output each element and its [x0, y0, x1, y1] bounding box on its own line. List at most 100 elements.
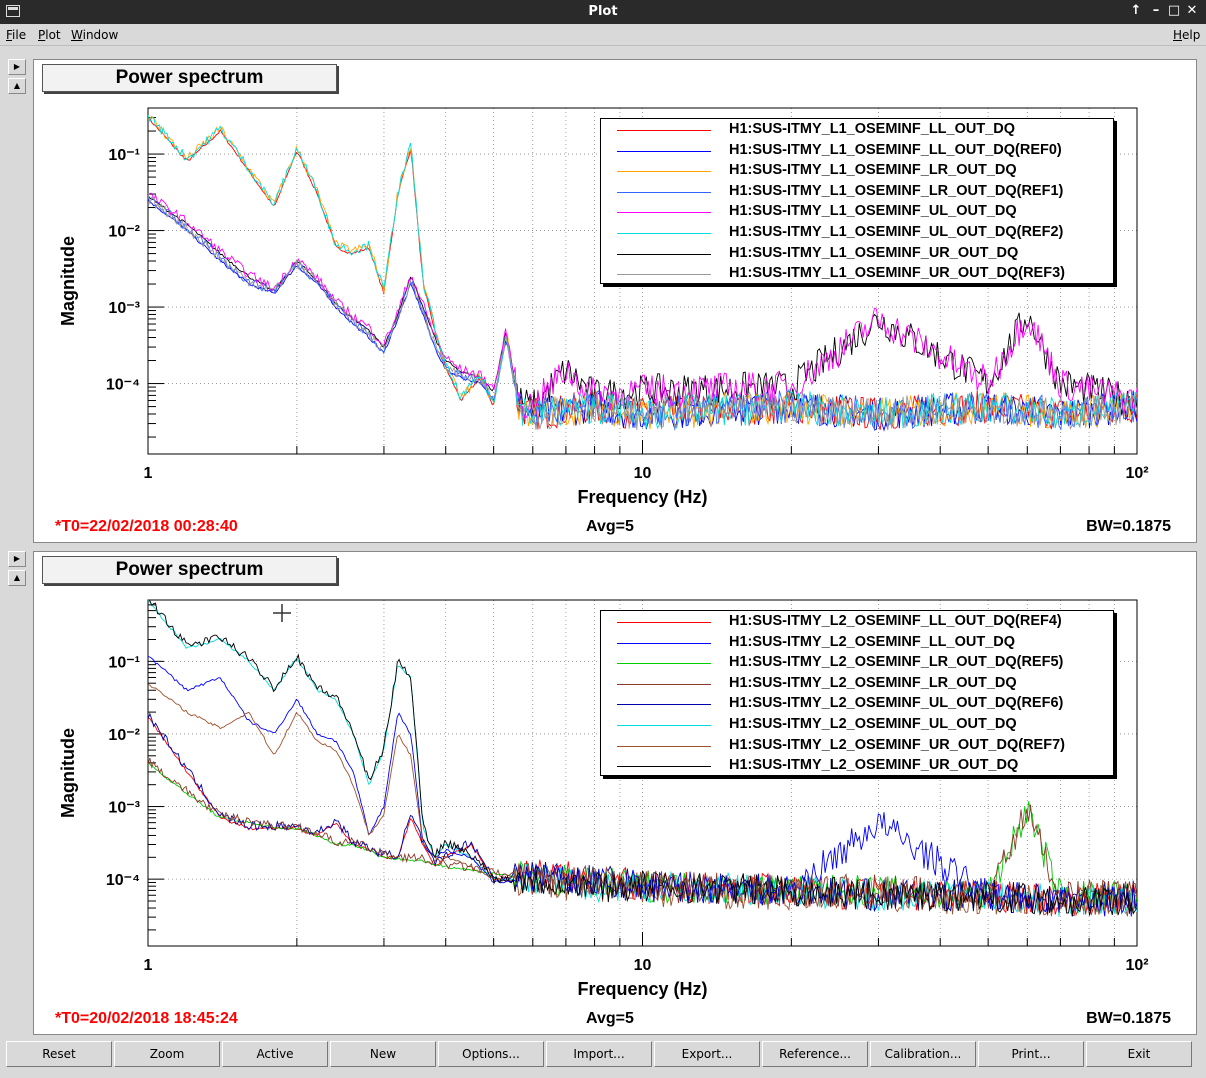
legend-entry: H1:SUS-ITMY_L1_OSEMINF_UR_OUT_DQ(REF3) — [601, 264, 1113, 284]
options-button[interactable]: Options... — [438, 1041, 544, 1067]
legend-swatch — [617, 212, 711, 214]
window-title: Plot — [588, 4, 618, 19]
legend-entry: H1:SUS-ITMY_L1_OSEMINF_UL_OUT_DQ — [601, 202, 1113, 222]
legend-label: H1:SUS-ITMY_L2_OSEMINF_UR_OUT_DQ — [729, 757, 1019, 774]
legend-label: H1:SUS-ITMY_L2_OSEMINF_LR_OUT_DQ(REF5) — [729, 654, 1064, 671]
legend-entry: H1:SUS-ITMY_L2_OSEMINF_LL_OUT_DQ — [601, 633, 1113, 653]
legend-entry: H1:SUS-ITMY_L2_OSEMINF_LL_OUT_DQ(REF4) — [601, 612, 1113, 632]
y-tick-label: 10⁻² — [108, 727, 140, 744]
reset-button[interactable]: Reset — [6, 1041, 112, 1067]
panel2-expand-button[interactable]: ▶ — [8, 551, 26, 567]
legend-label: H1:SUS-ITMY_L2_OSEMINF_UL_OUT_DQ(REF6) — [729, 695, 1064, 712]
legend-label: H1:SUS-ITMY_L1_OSEMINF_LL_OUT_DQ(REF0) — [729, 141, 1062, 158]
menu-window[interactable]: Window — [71, 28, 119, 42]
print-button[interactable]: Print... — [978, 1041, 1084, 1067]
legend-label: H1:SUS-ITMY_L1_OSEMINF_UL_OUT_DQ(REF2) — [729, 224, 1064, 240]
new-button[interactable]: New — [330, 1041, 436, 1067]
series-line — [148, 192, 1137, 419]
legend-entry: H1:SUS-ITMY_L2_OSEMINF_UR_OUT_DQ(REF7) — [601, 736, 1113, 756]
legend-entry: H1:SUS-ITMY_L1_OSEMINF_UL_OUT_DQ(REF2) — [601, 223, 1113, 243]
window-titlebar: Plot ↑ – □ ✕ — [0, 0, 1206, 24]
plot-panel-top[interactable]: Power spectrum 1 10 10² 10⁻¹ 10⁻² 10⁻³ 10⁻⁴ Fre… — [33, 59, 1197, 543]
panel-title: Power spectrum — [42, 556, 337, 584]
x-axis-label: Frequency (Hz) — [577, 979, 707, 999]
maximize-icon[interactable]: □ — [1167, 3, 1181, 18]
keep-above-icon[interactable]: ↑ — [1130, 3, 1142, 18]
legend-label: H1:SUS-ITMY_L2_OSEMINF_LR_OUT_DQ — [729, 674, 1017, 691]
y-tick-label: 10⁻¹ — [108, 654, 140, 671]
legend-swatch — [617, 253, 711, 255]
spectrum-plot-top[interactable]: 1 10 10² 10⁻¹ 10⁻² 10⁻³ 10⁻⁴ Frequency (Hz) Magn… — [34, 60, 1198, 544]
legend-entry: H1:SUS-ITMY_L1_OSEMINF_LR_OUT_DQ(REF1) — [601, 182, 1113, 202]
y-tick-label: 10⁻³ — [108, 800, 140, 817]
exit-button[interactable]: Exit — [1086, 1041, 1192, 1067]
legend-label: H1:SUS-ITMY_L1_OSEMINF_UR_OUT_DQ(REF3) — [729, 265, 1065, 282]
legend-label: H1:SUS-ITMY_L1_OSEMINF_LR_OUT_DQ(REF1) — [729, 182, 1064, 199]
legend-swatch — [617, 622, 711, 623]
legend-entry: H1:SUS-ITMY_L1_OSEMINF_UR_OUT_DQ — [601, 244, 1113, 264]
y-tick-label: 10⁻³ — [108, 300, 140, 317]
legend-swatch — [617, 725, 711, 726]
active-button[interactable]: Active — [222, 1041, 328, 1067]
y-tick-label: 10⁻¹ — [108, 147, 140, 164]
import-button[interactable]: Import... — [546, 1041, 652, 1067]
legend-swatch — [617, 150, 711, 152]
legend-entry: H1:SUS-ITMY_L1_OSEMINF_LL_OUT_DQ(REF0) — [601, 141, 1113, 161]
legend-swatch — [617, 130, 711, 131]
legend-swatch — [617, 663, 711, 665]
x-tick-label: 10² — [1125, 957, 1148, 974]
menu-file[interactable]: File — [6, 28, 27, 42]
legend-swatch — [617, 233, 711, 234]
legend-label: H1:SUS-ITMY_L2_OSEMINF_UR_OUT_DQ(REF7) — [729, 736, 1065, 753]
legend-bottom: H1:SUS-ITMY_L2_OSEMINF_LL_OUT_DQ(REF4) H1… — [600, 610, 1114, 776]
calibration-button[interactable]: Calibration... — [870, 1041, 976, 1067]
y-axis-label: Magnitude — [58, 236, 78, 326]
y-tick-label: 10⁻² — [108, 224, 140, 241]
panel-title: Power spectrum — [42, 64, 337, 92]
legend-swatch — [617, 191, 711, 193]
legend-label: H1:SUS-ITMY_L1_OSEMINF_UR_OUT_DQ — [729, 244, 1019, 261]
panel1-expand-button[interactable]: ▶ — [8, 59, 26, 75]
menubar: File Plot Window Help — [0, 24, 1206, 46]
series-group — [148, 115, 1137, 432]
legend-entry: H1:SUS-ITMY_L2_OSEMINF_UL_OUT_DQ — [601, 715, 1113, 735]
legend-entry: H1:SUS-ITMY_L2_OSEMINF_LR_OUT_DQ(REF5) — [601, 653, 1113, 673]
bandwidth-label: BW=0.1875 — [1086, 1010, 1171, 1027]
t0-timestamp: *T0=20/02/2018 18:45:24 — [55, 1010, 238, 1027]
button-bar: Reset Zoom Active New Options... Import... Exp… — [6, 1041, 1194, 1067]
reference-button[interactable]: Reference... — [762, 1041, 868, 1067]
menu-help[interactable]: Help — [1173, 28, 1201, 42]
menu-plot[interactable]: Plot — [38, 28, 61, 42]
minimize-icon[interactable]: – — [1152, 3, 1160, 18]
legend-entry: H1:SUS-ITMY_L2_OSEMINF_LR_OUT_DQ — [601, 674, 1113, 694]
avg-label: Avg=5 — [586, 518, 634, 535]
t0-timestamp: *T0=22/02/2018 00:28:40 — [55, 518, 238, 535]
close-icon[interactable]: ✕ — [1186, 3, 1198, 18]
series-line — [148, 115, 1137, 430]
legend-label: H1:SUS-ITMY_L2_OSEMINF_UL_OUT_DQ — [729, 716, 1017, 732]
plot-panel-bottom[interactable]: Power spectrum 1 10 10² 10⁻¹ 10⁻² 10⁻³ 10⁻⁴ Fre… — [33, 551, 1197, 1035]
series-line — [148, 193, 1137, 431]
legend-swatch — [617, 683, 711, 685]
zoom-button[interactable]: Zoom — [114, 1041, 220, 1067]
legend-swatch — [617, 745, 711, 747]
legend-entry: H1:SUS-ITMY_L1_OSEMINF_LL_OUT_DQ — [601, 120, 1113, 140]
panel1-collapse-button[interactable]: ▲ — [8, 78, 26, 94]
x-axis-label: Frequency (Hz) — [577, 487, 707, 507]
avg-label: Avg=5 — [586, 1010, 634, 1027]
window-menu-icon[interactable] — [6, 5, 20, 17]
x-tick-label: 1 — [144, 957, 153, 974]
legend-label: H1:SUS-ITMY_L1_OSEMINF_LL_OUT_DQ — [729, 121, 1016, 137]
legend-swatch — [617, 171, 711, 173]
legend-entry: H1:SUS-ITMY_L1_OSEMINF_LR_OUT_DQ — [601, 161, 1113, 181]
export-button[interactable]: Export... — [654, 1041, 760, 1067]
panel2-collapse-button[interactable]: ▲ — [8, 570, 26, 586]
ticks — [147, 117, 1138, 454]
legend-swatch — [617, 704, 711, 706]
x-tick-label: 10² — [1125, 465, 1148, 482]
y-tick-label: 10⁻⁴ — [106, 377, 140, 394]
legend-swatch — [617, 766, 711, 768]
bandwidth-label: BW=0.1875 — [1086, 518, 1171, 535]
legend-label: H1:SUS-ITMY_L2_OSEMINF_LL_OUT_DQ(REF4) — [729, 613, 1062, 629]
legend-entry: H1:SUS-ITMY_L2_OSEMINF_UL_OUT_DQ(REF6) — [601, 694, 1113, 714]
